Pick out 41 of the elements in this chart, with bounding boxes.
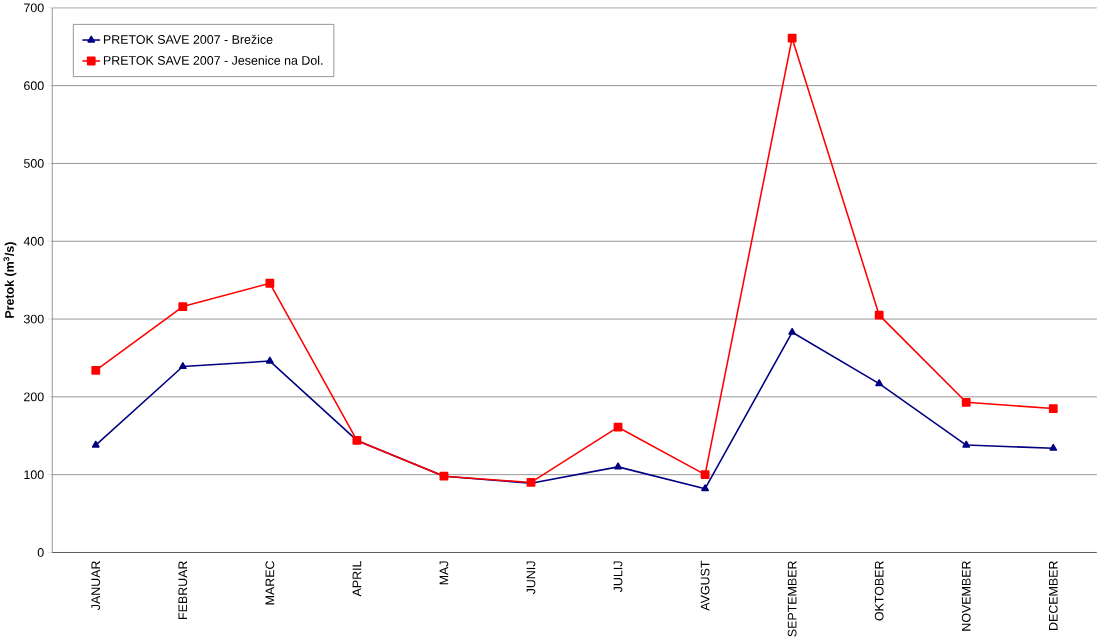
x-tick-label: JANUAR xyxy=(91,561,101,611)
y-tick-label: 700 xyxy=(24,3,44,13)
y-tick-label: 0 xyxy=(37,548,44,558)
x-tick-label: NOVEMBER xyxy=(961,561,971,631)
point xyxy=(614,462,622,470)
x-tick-label: MAJ xyxy=(439,561,449,585)
y-tick-label: 500 xyxy=(23,159,44,169)
x-tick-label: AVGUST xyxy=(700,561,710,611)
point xyxy=(874,310,884,320)
legend-label: PRETOK SAVE 2007 - Brežice xyxy=(103,34,273,45)
x-tick-label: APRIL xyxy=(352,561,362,597)
x-tick-label: OKTOBER xyxy=(874,561,884,621)
x-tick-label: SEPTEMBER xyxy=(787,561,797,637)
point xyxy=(178,302,188,312)
point xyxy=(178,362,187,370)
point xyxy=(701,484,710,492)
x-tick-label: DECEMBER xyxy=(1048,561,1058,631)
y-tick-label: 100 xyxy=(24,470,44,480)
point xyxy=(1049,443,1058,451)
point xyxy=(91,366,101,375)
point xyxy=(613,422,623,432)
point xyxy=(700,470,710,480)
x-tick-label: JULIJ xyxy=(613,561,623,593)
y-tick-label: 200 xyxy=(24,392,44,402)
x-tick-label: MAREC xyxy=(265,561,275,605)
point xyxy=(1048,404,1058,414)
point xyxy=(265,356,274,364)
text: Pretok (m$^{3}$/s) xyxy=(3,242,17,318)
y-tick-label: 600 xyxy=(24,81,44,91)
x-tick-label: FEBRUAR xyxy=(178,561,188,620)
point xyxy=(91,440,100,448)
point xyxy=(961,398,971,407)
legend-label: PRETOK SAVE 2007 - Jesenice na Dol. xyxy=(103,55,323,65)
y-tick-label: 300 xyxy=(23,314,44,324)
y-tick-label: 400 xyxy=(23,237,44,246)
x-tick-label: JUNIJ xyxy=(526,561,536,595)
point xyxy=(962,440,971,448)
point xyxy=(875,379,884,387)
point xyxy=(788,328,797,336)
point xyxy=(787,33,797,43)
point xyxy=(265,279,275,288)
